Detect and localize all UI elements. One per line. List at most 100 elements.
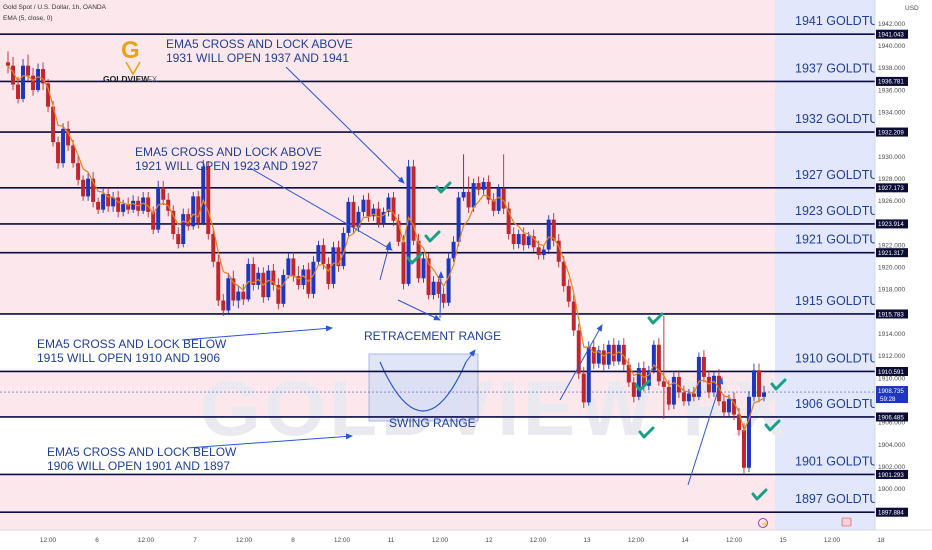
candle-body xyxy=(741,430,746,468)
candle-body xyxy=(466,191,471,208)
candle-body xyxy=(81,179,86,197)
candle-body xyxy=(231,278,236,301)
check-1901-icon xyxy=(751,488,768,501)
goldturn-label: 1937 GOLDTURN xyxy=(795,61,896,75)
candle-body xyxy=(186,214,191,227)
candle-body xyxy=(296,276,301,285)
candle-body xyxy=(561,261,566,287)
candle-body xyxy=(86,178,91,197)
time-tick: 12:00 xyxy=(628,537,645,544)
candle-body xyxy=(581,373,586,403)
candle-body xyxy=(356,211,361,228)
candle-body xyxy=(21,65,26,99)
candle-body xyxy=(51,106,56,143)
candle-body xyxy=(151,211,156,230)
candle-body xyxy=(196,196,201,223)
annotation-4-line2: 1906 WILL OPEN 1901 AND 1897 xyxy=(47,459,230,473)
candle-body xyxy=(101,194,106,210)
candle-body xyxy=(121,204,126,212)
level-price-tag-text: 1932.209 xyxy=(878,129,904,136)
goldturn-label: 1915 GOLDTURN xyxy=(795,294,896,308)
goldturn-label: 1910 GOLDTURN xyxy=(795,351,896,365)
candle-body xyxy=(16,84,21,99)
currency-label: USD xyxy=(905,5,919,12)
candle-body xyxy=(526,236,531,246)
candle-body xyxy=(606,344,611,365)
candle-body xyxy=(471,183,476,208)
level-price-tag-text: 1910.591 xyxy=(878,369,904,376)
time-axis-ticks[interactable]: 12:00 6 12:00 7 12:00 8 12:00 11 12:00 12 12:00 13 1… xyxy=(40,537,885,544)
price-axis-tags: 1941.043 1936.781 1932.209 1927.173 1923.914… xyxy=(0,29,908,517)
candle-body xyxy=(551,219,556,241)
time-tick: 15 xyxy=(779,537,787,544)
candle-body xyxy=(661,381,666,387)
candle-body xyxy=(601,350,606,365)
check-1915-icon xyxy=(647,312,664,325)
event-marker-icon[interactable] xyxy=(758,518,768,528)
price-tick: 1928.000 xyxy=(878,176,905,183)
upper-zone xyxy=(0,0,775,314)
candle-body xyxy=(731,399,736,415)
indicator-legend[interactable]: EMA (5, close, 0) xyxy=(3,15,53,22)
candle-body xyxy=(206,166,211,235)
candle-body xyxy=(446,258,451,303)
price-tick: 1938.000 xyxy=(878,65,905,72)
candle-body xyxy=(291,258,296,277)
lightning-icon: ⚡ xyxy=(761,520,768,528)
candle-body xyxy=(431,281,436,295)
candle-body xyxy=(762,392,766,397)
swing-range-label: SWING RANGE xyxy=(389,416,476,430)
candle-body xyxy=(476,183,481,190)
swing-range-box xyxy=(368,353,479,422)
goldturn-lines xyxy=(0,33,875,514)
price-tick: 1912.000 xyxy=(878,353,905,360)
candle-body xyxy=(351,201,356,228)
candle-body xyxy=(236,291,241,301)
candle-body xyxy=(721,401,726,413)
level-price-tag xyxy=(876,248,908,258)
lower-zone-top xyxy=(0,416,775,475)
flag-icon[interactable] xyxy=(841,517,852,527)
candle-body xyxy=(326,263,331,284)
candle-body xyxy=(321,245,326,264)
annotation-1-line1: EMA5 CROSS AND LOCK ABOVE xyxy=(166,37,353,51)
candle-body xyxy=(281,275,286,304)
candle-body xyxy=(421,258,426,279)
candle-body xyxy=(66,128,71,146)
candle-body xyxy=(536,247,541,256)
candle-body xyxy=(496,188,501,211)
level-price-tag xyxy=(876,366,908,376)
candle-body xyxy=(266,270,271,298)
projection-zone xyxy=(775,0,875,530)
candle-body xyxy=(646,370,651,386)
current-price-text: 1908.735 xyxy=(878,388,904,395)
level-price-tag-text: 1915.783 xyxy=(878,311,904,318)
arrow-a1 xyxy=(285,66,405,184)
time-tick: 12:00 xyxy=(530,537,547,544)
time-tick: 12:00 xyxy=(824,537,841,544)
candle-body xyxy=(221,300,226,311)
candle-body xyxy=(146,197,151,212)
goldturn-label: 1906 GOLDTURN xyxy=(795,397,896,411)
candle-body xyxy=(181,214,186,245)
candle-body xyxy=(541,249,546,256)
time-tick: 12 xyxy=(485,537,493,544)
candle-body xyxy=(346,201,351,233)
check-1921-icon xyxy=(406,252,423,265)
candle-body xyxy=(506,208,511,235)
candle-body xyxy=(531,236,536,248)
candle-body xyxy=(386,197,391,212)
candle-body xyxy=(586,347,591,403)
candle-body xyxy=(676,376,681,393)
candle-body xyxy=(461,191,466,198)
annotation-2-line1: EMA5 CROSS AND LOCK ABOVE xyxy=(135,145,322,159)
candle-body xyxy=(616,344,621,362)
watermark: GOLDVIEW FX xyxy=(200,364,790,452)
time-tick: 13 xyxy=(583,537,591,544)
candle-body xyxy=(591,347,596,364)
time-tick: 6 xyxy=(95,537,99,544)
candle-body xyxy=(451,241,456,259)
candle-body xyxy=(126,204,131,210)
price-tick: 1920.000 xyxy=(878,265,905,272)
